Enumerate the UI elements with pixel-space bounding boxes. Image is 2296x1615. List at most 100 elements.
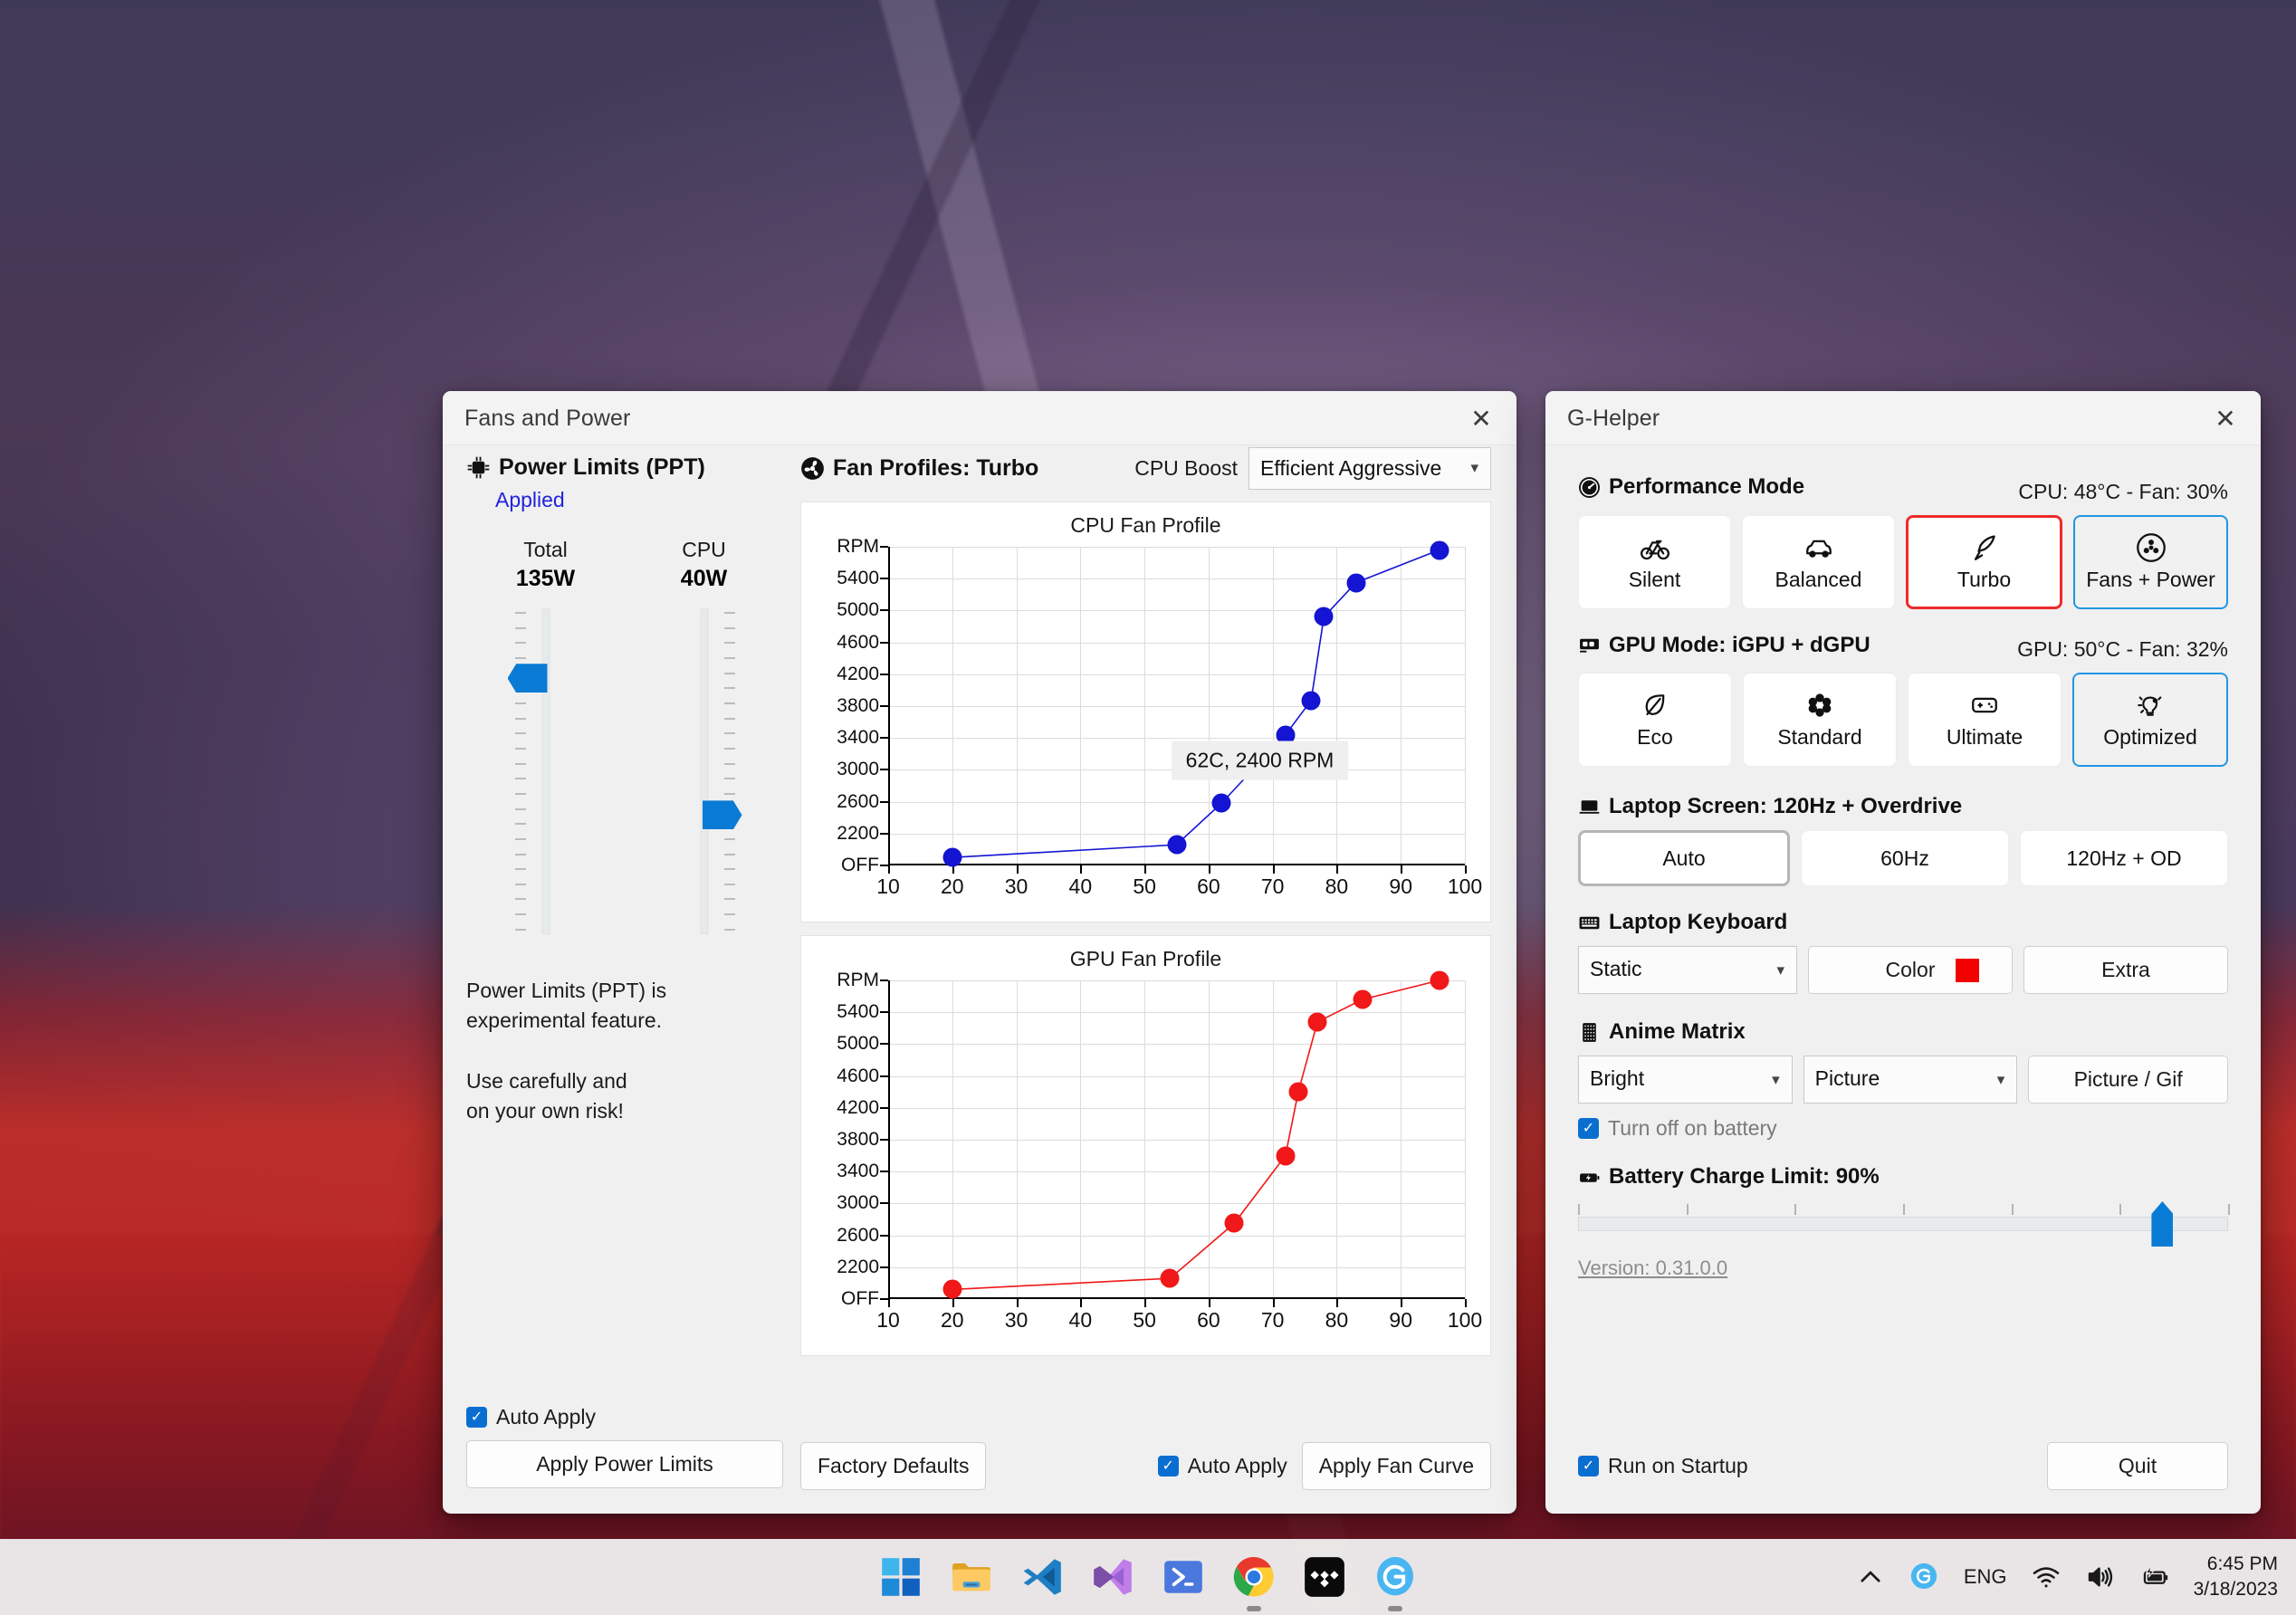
battery-slider[interactable]: [1578, 1201, 2230, 1247]
close-icon[interactable]: ✕: [2215, 404, 2236, 433]
chevron-up-icon[interactable]: [1855, 1562, 1886, 1592]
battery-slider-track[interactable]: [1578, 1201, 2228, 1247]
anime-brightness-select[interactable]: Bright ▾: [1578, 1056, 1793, 1104]
keyboard-color-button[interactable]: Color: [1808, 946, 2013, 994]
fan-curve-point[interactable]: [1211, 793, 1231, 813]
fan-curve-point[interactable]: [1430, 540, 1449, 560]
ppt-auto-apply-checkbox[interactable]: ✓ Auto Apply: [466, 1405, 596, 1429]
fan-curve-point[interactable]: [1430, 970, 1449, 990]
chevron-down-icon: ▾: [1776, 960, 1784, 979]
apply-fan-curve-button[interactable]: Apply Fan Curve: [1301, 1442, 1491, 1490]
total-power-slider[interactable]: [466, 608, 625, 934]
folder-icon[interactable]: [949, 1554, 994, 1600]
fan-curve-point[interactable]: [1314, 607, 1334, 626]
language-indicator[interactable]: ENG: [1963, 1565, 2007, 1588]
run-on-startup-checkbox[interactable]: ✓ Run on Startup: [1578, 1454, 1748, 1478]
keyboard-mode-select[interactable]: Static ▾: [1578, 946, 1797, 994]
g-helper-icon[interactable]: [1373, 1554, 1418, 1611]
cpu-fan-chart-title: CPU Fan Profile: [1070, 513, 1221, 537]
g-helper-tray-icon[interactable]: [1909, 1562, 1940, 1592]
fan-curve-point[interactable]: [1353, 989, 1373, 1009]
cpu-fan-plot[interactable]: OFF 2200 2600 3000 3400 3800 4200 4600 5000 5400 R…: [837, 536, 1482, 898]
screen-tile-auto[interactable]: Auto: [1578, 830, 1790, 886]
fan-curve-point[interactable]: [1301, 691, 1321, 711]
tidal-icon[interactable]: [1302, 1554, 1347, 1600]
perf-tile-silent[interactable]: Silent: [1578, 514, 1731, 609]
quit-button[interactable]: Quit: [2047, 1442, 2228, 1490]
y-axis-label: 2200: [837, 1256, 879, 1277]
wifi-icon[interactable]: [2031, 1562, 2062, 1592]
cpu-power-name: CPU: [682, 538, 726, 561]
cpu-temp-status: CPU: 48°C - Fan: 30%: [2018, 479, 2228, 503]
screen-tile-60hz-label: 60Hz: [1880, 846, 1929, 870]
gpu-mode-heading: GPU Mode: iGPU + dGPU: [1578, 633, 1870, 658]
fan-curve-point[interactable]: [1224, 1213, 1244, 1233]
anime-picture-gif-button[interactable]: Picture / Gif: [2028, 1056, 2229, 1104]
gpu-fan-plot[interactable]: OFF 2200 2600 3000 3400 3800 4200 4600 5000 5400 R…: [837, 970, 1482, 1332]
anime-matrix-heading: Anime Matrix: [1578, 1019, 1746, 1045]
color-swatch[interactable]: [1956, 958, 1979, 982]
fan-curve-point[interactable]: [1307, 1012, 1327, 1032]
cpu-power-slider[interactable]: [625, 608, 783, 934]
x-axis-tick: [1336, 1299, 1339, 1307]
gpu-tile-optimized[interactable]: Optimized: [2072, 673, 2228, 767]
perf-tile-turbo[interactable]: Turbo: [1906, 514, 2062, 609]
y-axis-line: [888, 547, 890, 865]
gpu-tile-ultimate[interactable]: Ultimate: [1908, 673, 2062, 767]
apply-power-limits-button[interactable]: Apply Power Limits: [466, 1440, 783, 1488]
clock[interactable]: 6:45 PM 3/18/2023: [2194, 1552, 2278, 1603]
fan-curve-point[interactable]: [1160, 1268, 1180, 1288]
cpu-slider-thumb[interactable]: [702, 800, 742, 830]
gridline-vertical: [952, 980, 953, 1299]
x-axis-label: 80: [1325, 874, 1349, 898]
fan-curve-point[interactable]: [1276, 1146, 1296, 1166]
bulb-gear-icon: [2135, 690, 2166, 721]
battery-limit-heading: Battery Charge Limit: 90%: [1578, 1164, 1880, 1190]
chrome-icon[interactable]: [1231, 1554, 1277, 1611]
fan-curve-point[interactable]: [1167, 835, 1186, 855]
clock-time: 6:45 PM: [2206, 1553, 2278, 1574]
close-icon[interactable]: ✕: [1470, 404, 1492, 433]
gridline-horizontal: [888, 1012, 1465, 1014]
turn-off-on-battery-checkbox[interactable]: ✓ Turn off on battery: [1578, 1116, 1777, 1141]
powershell-icon[interactable]: [1161, 1554, 1206, 1600]
rocket-icon: [1969, 532, 2000, 563]
fan-curve-point[interactable]: [1276, 725, 1296, 745]
x-axis-label: 50: [1133, 874, 1156, 898]
perf-tile-fans-power[interactable]: Fans + Power: [2073, 514, 2228, 609]
total-slider-thumb[interactable]: [507, 664, 548, 693]
screen-tile-60hz[interactable]: 60Hz: [1801, 830, 2009, 886]
screen-tile-120hz-od[interactable]: 120Hz + OD: [2020, 830, 2228, 886]
cpu-boost-select[interactable]: Efficient Aggressive ▾: [1248, 446, 1491, 490]
perf-tile-balanced[interactable]: Balanced: [1742, 514, 1895, 609]
total-slider-track[interactable]: [541, 608, 550, 934]
fan-auto-apply-checkbox[interactable]: ✓ Auto Apply: [1157, 1454, 1287, 1478]
factory-defaults-button[interactable]: Factory Defaults: [800, 1442, 987, 1490]
speaker-icon[interactable]: [2085, 1562, 2116, 1592]
visual-studio-icon[interactable]: [1090, 1554, 1135, 1600]
version-link[interactable]: Version: 0.31.0.0: [1578, 1257, 1728, 1279]
x-axis-label: 60: [1197, 1308, 1220, 1332]
fan-curve-point[interactable]: [1346, 573, 1366, 593]
cpu-chip-icon: [466, 455, 491, 480]
fan-curve-point[interactable]: [942, 847, 962, 867]
keyboard-extra-button[interactable]: Extra: [2023, 946, 2228, 994]
gridline-vertical: [1336, 980, 1338, 1299]
gpu-tile-standard[interactable]: Standard: [1743, 673, 1897, 767]
x-axis-label: 30: [1004, 1308, 1028, 1332]
fan-auto-apply-label: Auto Apply: [1187, 1454, 1287, 1477]
gridline-vertical: [952, 547, 953, 865]
anime-matrix-label: Anime Matrix: [1609, 1019, 1746, 1044]
cpu-slider-track[interactable]: [700, 608, 708, 934]
leaf-icon: [1640, 690, 1670, 721]
x-axis-tick: [1401, 865, 1403, 874]
fan-curve-point[interactable]: [942, 1279, 962, 1299]
battery-charging-icon[interactable]: [2139, 1562, 2170, 1592]
vscode-icon[interactable]: [1019, 1554, 1065, 1600]
fan-curve-point[interactable]: [1288, 1082, 1308, 1102]
gridline-horizontal: [888, 1075, 1465, 1077]
y-axis-label: 4200: [837, 1096, 879, 1118]
gpu-tile-eco[interactable]: Eco: [1578, 673, 1732, 767]
anime-content-select[interactable]: Picture ▾: [1803, 1056, 2018, 1104]
windows-icon[interactable]: [878, 1554, 923, 1600]
